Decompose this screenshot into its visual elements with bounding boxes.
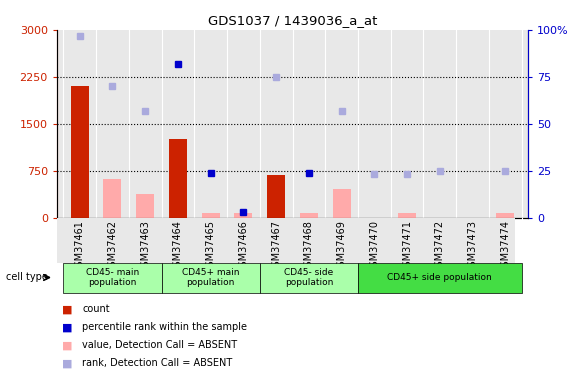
Bar [202, 213, 220, 217]
Bar [70, 86, 89, 218]
Text: GSM37462: GSM37462 [107, 220, 118, 273]
Text: ■: ■ [62, 358, 73, 368]
Text: CD45+ side population: CD45+ side population [387, 273, 492, 282]
Bar [161, 262, 260, 292]
Text: CD45- side
population: CD45- side population [284, 268, 333, 287]
Text: GSM37467: GSM37467 [271, 220, 281, 273]
Bar [333, 189, 350, 217]
Text: GSM37461: GSM37461 [75, 220, 85, 273]
Text: CD45- main
population: CD45- main population [86, 268, 139, 287]
Text: GSM37465: GSM37465 [206, 220, 216, 273]
Bar [103, 179, 122, 218]
Text: ■: ■ [62, 340, 73, 350]
Text: value, Detection Call = ABSENT: value, Detection Call = ABSENT [82, 340, 237, 350]
Title: GDS1037 / 1439036_a_at: GDS1037 / 1439036_a_at [208, 15, 377, 27]
Text: GSM37474: GSM37474 [500, 220, 510, 273]
Bar [235, 213, 252, 217]
Text: percentile rank within the sample: percentile rank within the sample [82, 322, 247, 332]
Text: GSM37466: GSM37466 [239, 220, 248, 273]
Bar [136, 194, 154, 217]
Text: GSM37472: GSM37472 [435, 220, 445, 273]
Text: GSM37463: GSM37463 [140, 220, 150, 273]
Bar [267, 175, 285, 217]
Bar [169, 140, 187, 218]
Text: ■: ■ [62, 322, 73, 332]
Text: GSM37469: GSM37469 [337, 220, 346, 273]
Text: GSM37468: GSM37468 [304, 220, 314, 273]
Text: ■: ■ [62, 304, 73, 314]
Text: count: count [82, 304, 110, 314]
Text: GSM37473: GSM37473 [467, 220, 478, 273]
Text: CD45+ main
population: CD45+ main population [182, 268, 240, 287]
Text: GSM37464: GSM37464 [173, 220, 183, 273]
Text: cell type: cell type [6, 273, 48, 282]
Bar [496, 213, 515, 217]
Bar [64, 262, 161, 292]
Bar [398, 213, 416, 217]
Text: GSM37470: GSM37470 [369, 220, 379, 273]
Bar [300, 213, 318, 217]
Text: rank, Detection Call = ABSENT: rank, Detection Call = ABSENT [82, 358, 233, 368]
Bar [358, 262, 521, 292]
Text: GSM37471: GSM37471 [402, 220, 412, 273]
Bar [260, 262, 358, 292]
